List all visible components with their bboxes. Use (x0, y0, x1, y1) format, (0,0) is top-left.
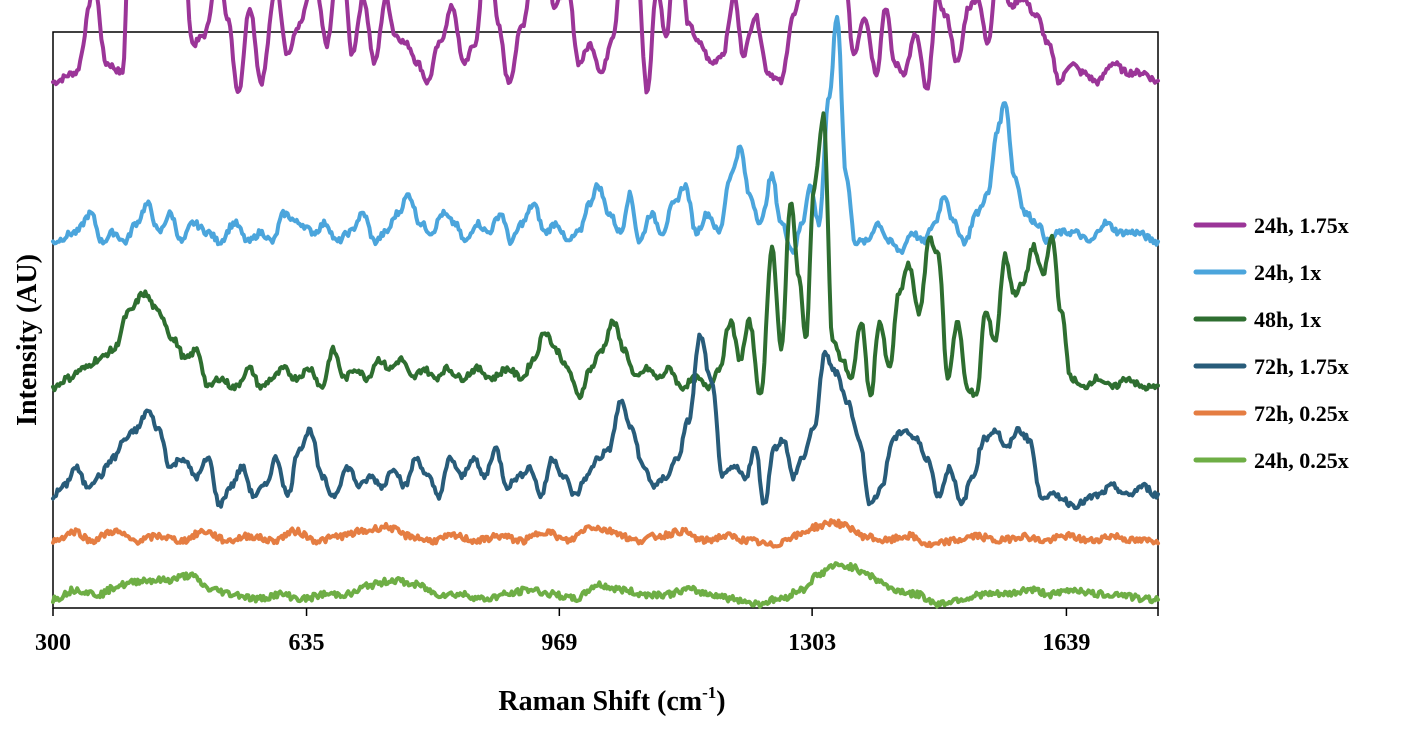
series-layer (51, 0, 1160, 609)
legend-label: 24h, 0.25x (1254, 448, 1349, 473)
x-tick-label: 635 (289, 630, 325, 656)
x-tick-label: 300 (35, 630, 71, 656)
x-tick-label: 1639 (1042, 630, 1090, 656)
x-tick-label: 969 (541, 630, 577, 656)
x-axis-title: Raman Shift (cm-1) (498, 683, 725, 717)
legend-label: 48h, 1x (1254, 307, 1321, 332)
x-tick-label: 1303 (788, 630, 836, 656)
legend-label: 72h, 1.75x (1254, 354, 1349, 379)
y-axis-title: Intensity (AU) (12, 254, 43, 426)
legend-label: 72h, 0.25x (1254, 401, 1349, 426)
x-axis: 300 635 969 1303 1639 (35, 608, 1159, 656)
series-line-1 (51, 14, 1160, 255)
series-line-3 (51, 332, 1160, 511)
series-line-5 (51, 561, 1160, 609)
plot-area (52, 31, 1159, 609)
legend: 24h, 1.75x 24h, 1x 48h, 1x 72h, 1.75x 72h, 0… (1193, 213, 1349, 473)
legend-label: 24h, 1.75x (1254, 213, 1349, 238)
legend-label: 24h, 1x (1254, 260, 1321, 285)
series-line-4 (51, 518, 1160, 549)
series-line-0 (51, 0, 1160, 95)
series-line-2 (51, 111, 1160, 401)
